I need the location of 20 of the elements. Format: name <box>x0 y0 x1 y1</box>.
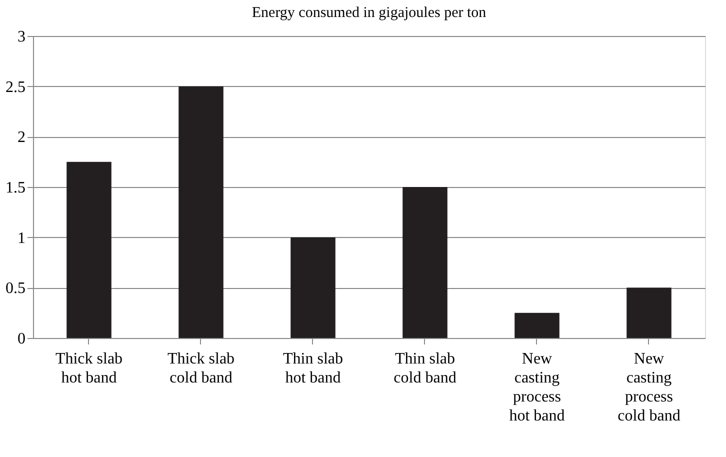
bar <box>626 288 672 338</box>
y-tick-label: 0 <box>18 330 26 348</box>
y-tick-label: 2 <box>18 129 26 146</box>
y-tick-label: 1.5 <box>6 180 26 196</box>
x-tick-label: Thick slab cold band <box>167 350 235 386</box>
y-tick-label: 1 <box>18 230 26 247</box>
bar <box>402 187 448 338</box>
y-tick-label: 2.5 <box>6 78 26 96</box>
x-tick-label: New casting process cold band <box>618 350 680 424</box>
bar <box>178 86 224 338</box>
chart-title: Energy consumed in gigajoules per ton <box>252 5 487 21</box>
y-tick-label: 3 <box>18 28 26 46</box>
bar <box>514 312 560 338</box>
x-tick-label: Thin slab hot band <box>283 350 343 386</box>
x-tick-label: Thin slab cold band <box>394 350 456 386</box>
x-tick-label: Thick slab hot band <box>55 350 123 386</box>
x-tick-label: New casting process hot band <box>509 350 565 424</box>
y-tick-label: 0.5 <box>6 280 26 298</box>
bar <box>66 162 112 338</box>
bar <box>290 237 336 338</box>
